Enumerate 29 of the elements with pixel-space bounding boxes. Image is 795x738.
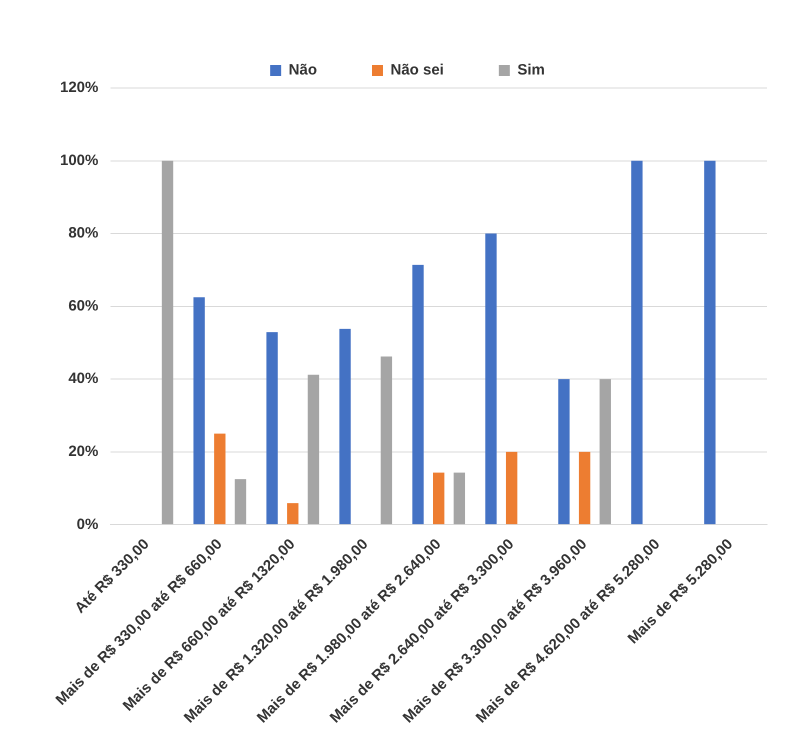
y-tick-label: 120% bbox=[60, 79, 98, 96]
bar bbox=[631, 160, 643, 524]
bar bbox=[380, 356, 392, 524]
bar bbox=[506, 452, 518, 524]
bar bbox=[485, 234, 497, 524]
bar bbox=[600, 379, 611, 524]
bar bbox=[454, 472, 466, 524]
y-tick-label: 80% bbox=[68, 224, 98, 242]
bar bbox=[412, 264, 424, 524]
y-tick-label: 40% bbox=[68, 370, 98, 388]
bar bbox=[578, 452, 590, 524]
bar bbox=[287, 503, 298, 524]
bar bbox=[266, 332, 278, 524]
bar bbox=[193, 297, 205, 524]
legend-label: Não bbox=[288, 62, 317, 79]
bar bbox=[433, 472, 444, 524]
bar bbox=[558, 379, 570, 524]
bar bbox=[339, 328, 351, 524]
y-tick-label: 0% bbox=[76, 516, 98, 533]
bar bbox=[162, 160, 174, 524]
legend-label: Sim bbox=[517, 62, 545, 79]
y-tick-label: 20% bbox=[68, 442, 98, 460]
bar bbox=[308, 374, 320, 524]
bar bbox=[704, 160, 716, 524]
y-tick-label: 60% bbox=[68, 297, 98, 314]
bar bbox=[234, 479, 246, 524]
y-tick-label: 100% bbox=[60, 152, 98, 169]
bar bbox=[214, 434, 226, 524]
legend-label: Não sei bbox=[390, 62, 444, 79]
